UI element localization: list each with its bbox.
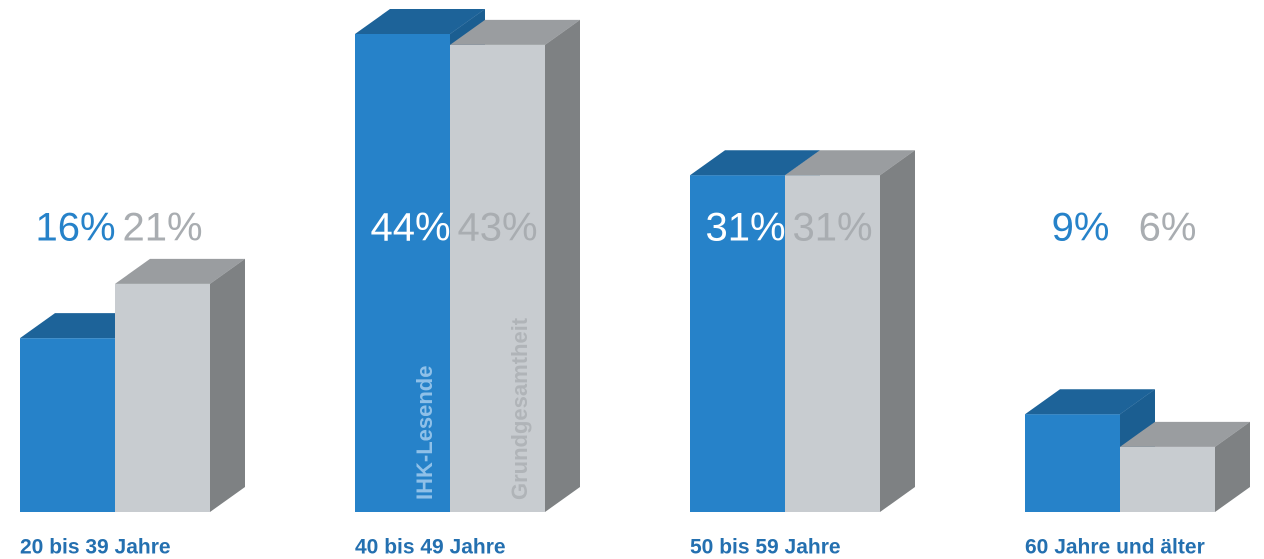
legend-label: Grundgesamtheit (507, 317, 532, 500)
bar (115, 258, 245, 512)
bar-top (1025, 389, 1155, 415)
category-label: 50 bis 59 Jahre (690, 536, 841, 559)
value-label: 6% (1139, 206, 1197, 250)
value-label: 21% (122, 206, 202, 250)
bar-side (1215, 421, 1250, 512)
bar-top (115, 258, 245, 284)
value-label: 9% (1052, 206, 1110, 250)
bar-top (1120, 421, 1250, 447)
bar-front (115, 283, 210, 512)
category-label: 60 Jahre und älter (1025, 536, 1205, 559)
bar-front (355, 34, 450, 512)
bar-side (880, 150, 915, 512)
value-label: 31% (705, 206, 785, 250)
value-label: 16% (35, 206, 115, 250)
bar-front (1025, 414, 1120, 512)
bar-front (690, 175, 785, 512)
bar-side (545, 19, 580, 512)
category-label: 40 bis 49 Jahre (355, 536, 506, 559)
bar-top (690, 150, 820, 176)
bar-top (785, 150, 915, 176)
value-label: 43% (457, 206, 537, 250)
bar-top (450, 19, 580, 45)
bar (450, 19, 580, 512)
bar-front (785, 175, 880, 512)
bar (785, 150, 915, 512)
bar-front (20, 338, 115, 512)
bar-side (210, 258, 245, 512)
legend-label: IHK-Lesende (412, 366, 437, 500)
value-label: 44% (370, 206, 450, 250)
bar-top (355, 9, 485, 34)
bar-front (1120, 446, 1215, 512)
bar (1120, 421, 1250, 512)
value-label: 31% (792, 206, 872, 250)
category-label: 20 bis 39 Jahre (20, 536, 171, 559)
bar-front (450, 44, 545, 512)
